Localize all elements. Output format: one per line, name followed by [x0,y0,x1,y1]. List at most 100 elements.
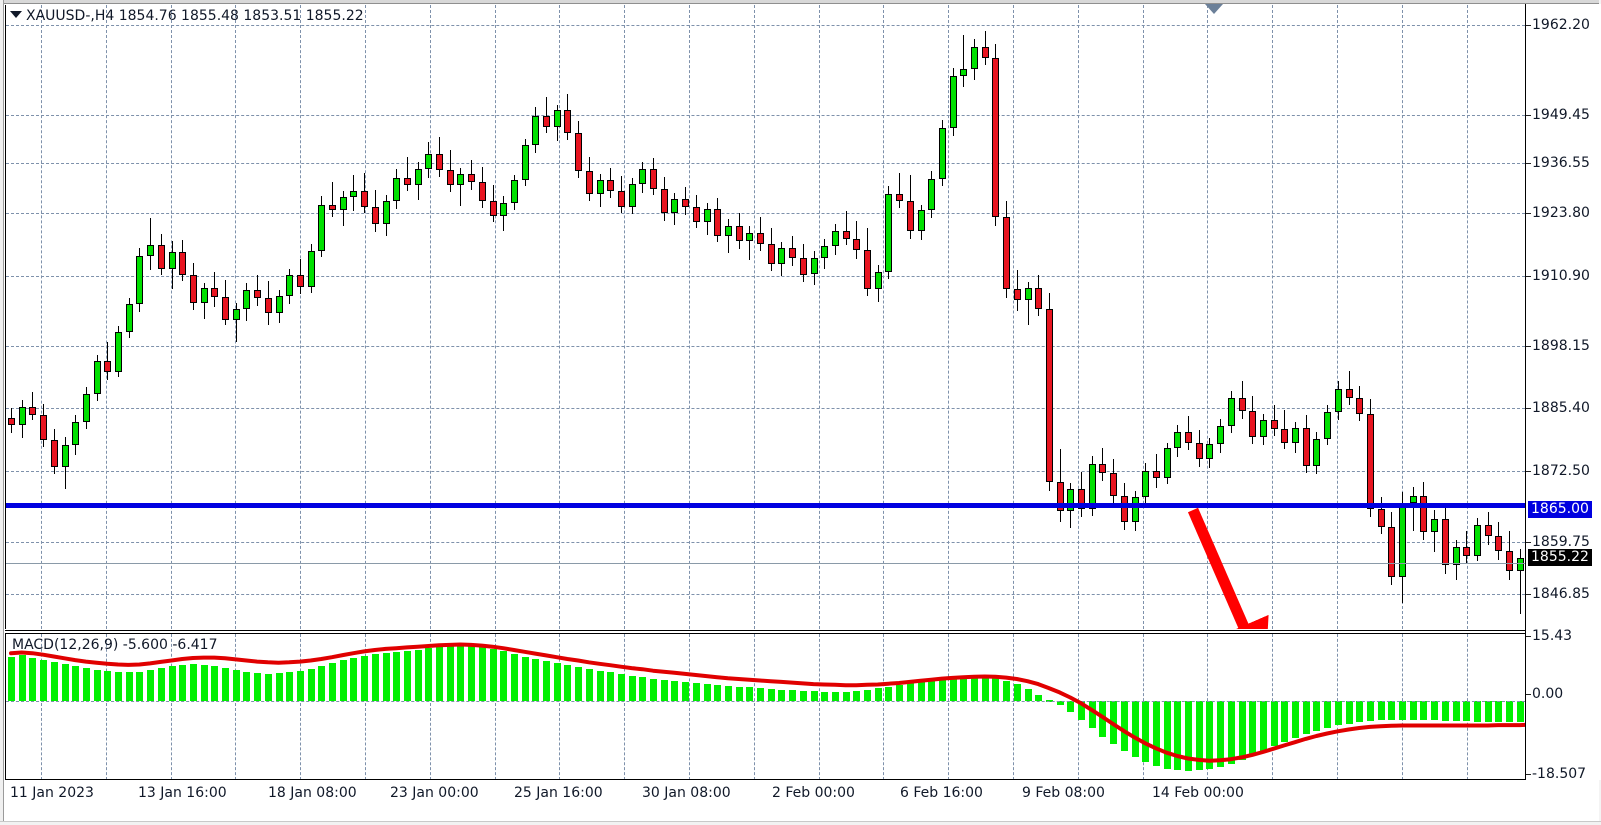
candle-wick [32,391,34,420]
macd-histogram-bar [1003,680,1011,702]
macd-histogram-bar [864,689,871,702]
candle-body [264,297,272,314]
macd-histogram-bar [1473,701,1481,722]
candle-body [853,239,861,251]
candle-body [275,295,283,314]
candle-body [478,181,486,201]
macd-histogram-bar [1259,701,1267,751]
time-axis[interactable]: 11 Jan 2023 13 Jan 16:00 18 Jan 08:00 23 Ja… [5,781,1525,821]
candle-body [243,290,251,309]
macd-zero-line [6,701,1525,703]
price-axis-label: 1936.55 [1532,155,1590,171]
macd-histogram-bar [382,652,390,702]
macd-histogram-bar [607,672,615,702]
macd-histogram-bar [275,673,283,702]
macd-histogram-bar [842,691,850,702]
candle-body [1292,427,1299,443]
candle-body [40,414,48,440]
candle-body [617,191,625,207]
macd-histogram-bar [575,667,583,702]
candle-body [842,231,850,240]
candle-body [318,204,326,251]
current-bid-badge[interactable]: 1855.22 [1528,549,1592,566]
macd-time-gridline [948,634,950,780]
macd-histogram-bar [1206,701,1214,770]
candle-body [1399,502,1406,577]
macd-histogram-bar [585,668,593,702]
candle-body [339,197,347,210]
macd-histogram-bar [1324,701,1332,728]
candle-body [650,168,657,190]
macd-axis-tick [1526,636,1531,637]
macd-histogram-bar [767,688,775,702]
price-axis[interactable]: 1962.20 1949.45 1936.55 1923.80 1910.90 1898.… [1525,4,1601,782]
time-gridline [1272,5,1274,629]
macd-histogram-bar [350,657,358,702]
resistance-level-line[interactable] [6,503,1525,508]
price-gridline [6,542,1525,543]
candle-body [61,444,69,467]
macd-histogram-bar [799,690,807,702]
price-axis-tick [1526,346,1531,347]
macd-histogram-bar [1195,701,1203,771]
macd-indicator-pane[interactable]: MACD(12,26,9) -5.600 -6.417 [5,633,1525,780]
candle-body [211,287,219,297]
candle-body [1142,470,1150,498]
macd-time-gridline [818,634,820,780]
candle-body [896,194,904,202]
candle-body [778,248,786,265]
macd-histogram-bar [853,690,861,702]
macd-histogram-bar [746,687,754,702]
macd-histogram-bar [1463,701,1471,722]
candle-wick [406,157,408,192]
candle-body [981,47,989,58]
candle-body [18,406,26,426]
candle-body [1302,427,1310,466]
macd-time-gridline [41,634,42,780]
macd-histogram-bar [671,680,679,702]
macd-histogram-bar [1238,701,1246,760]
candle-body [1163,448,1171,479]
macd-axis-label: 0.00 [1532,686,1564,702]
macd-histogram-bar [1388,701,1396,720]
candle-body [1281,428,1289,443]
time-gridline [1013,5,1014,629]
macd-histogram-bar [992,678,1000,702]
macd-histogram-bar [93,669,101,702]
macd-histogram-bar [8,656,15,702]
macd-histogram-bar [1099,701,1107,737]
time-axis-label: 2 Feb 00:00 [772,785,855,801]
macd-histogram-bar [286,672,294,702]
macd-histogram-bar [61,664,69,702]
macd-histogram-bar [371,653,379,702]
candle-body [425,154,433,170]
candle-body [329,204,336,210]
macd-histogram-bar [1270,701,1278,747]
time-gridline [494,5,496,629]
time-gridline [1142,5,1144,629]
macd-time-gridline [559,634,561,780]
macd-histogram-bar [596,670,604,702]
candle-body [938,128,946,180]
current-price-line [6,563,1525,564]
macd-histogram-bar [254,672,262,702]
price-level-badge[interactable]: 1865.00 [1528,501,1592,518]
candle-body [1366,414,1374,509]
collapse-triangle-icon[interactable] [10,11,22,18]
candle-body [628,184,636,207]
macd-histogram-bar [50,661,58,702]
candle-body [767,244,775,265]
time-gridline [1077,5,1079,629]
candle-body [393,177,401,202]
macd-histogram-bar [318,666,326,702]
price-gridline [6,115,1525,116]
candle-body [1495,536,1503,552]
price-chart-pane[interactable] [5,5,1525,629]
macd-histogram-bar [1495,701,1503,723]
candle-body [1067,489,1075,511]
macd-histogram-bar [1131,701,1139,758]
candle-body [1045,309,1053,483]
candle-body [575,133,583,171]
candle-wick [1273,404,1275,436]
macd-histogram-bar [1313,701,1321,731]
